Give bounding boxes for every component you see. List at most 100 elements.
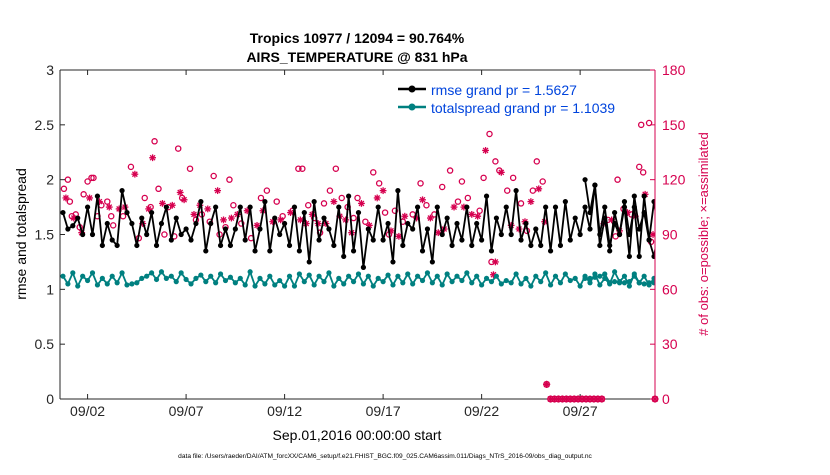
spread-point bbox=[523, 275, 529, 281]
rmse-point bbox=[631, 204, 637, 210]
y-right-tick-label: 90 bbox=[662, 227, 678, 243]
obs-possible-point bbox=[645, 119, 653, 127]
rmse-point bbox=[99, 242, 105, 249]
rmse-point bbox=[552, 204, 559, 210]
rmse-point bbox=[483, 193, 490, 199]
spread-point bbox=[538, 279, 544, 285]
spread-point bbox=[321, 279, 327, 285]
obs-assimilated-point bbox=[220, 216, 227, 224]
rmse-point bbox=[557, 242, 564, 249]
obs-possible-point bbox=[370, 169, 377, 176]
rmse-point bbox=[616, 231, 623, 238]
obs-possible-point bbox=[614, 176, 621, 183]
spread-point bbox=[296, 271, 302, 277]
obs-possible-point bbox=[639, 169, 647, 176]
obs-possible-point bbox=[417, 180, 424, 187]
obs-possible-point bbox=[458, 178, 466, 185]
rmse-point bbox=[213, 204, 219, 210]
rmse-point bbox=[262, 199, 268, 205]
rmse-point bbox=[80, 231, 86, 238]
spread-point bbox=[616, 280, 623, 286]
obs-possible-point bbox=[161, 231, 168, 238]
rmse-point bbox=[282, 220, 288, 227]
obs-assimilated-point bbox=[482, 147, 489, 154]
obs-assimilated-point bbox=[159, 200, 166, 207]
spread-point bbox=[119, 270, 125, 276]
obs-possible-point bbox=[304, 202, 312, 209]
rmse-point bbox=[109, 237, 115, 243]
obs-assimilated-point bbox=[474, 212, 482, 220]
spread-point bbox=[173, 279, 179, 285]
spread-point bbox=[612, 269, 618, 275]
rmse-point bbox=[350, 248, 357, 254]
rmse-point bbox=[65, 226, 71, 232]
rmse-point bbox=[119, 188, 125, 194]
rmse-point bbox=[765, 270, 770, 275]
rmse-point bbox=[612, 209, 618, 216]
spread-point bbox=[656, 280, 661, 285]
spread-point bbox=[493, 273, 499, 279]
rmse-point bbox=[365, 226, 371, 232]
rmse-point bbox=[395, 188, 401, 194]
obs-possible-point bbox=[492, 158, 499, 165]
obs-possible-point bbox=[509, 174, 517, 182]
spread-point bbox=[439, 282, 445, 288]
rmse-point bbox=[370, 237, 376, 243]
rmse-point bbox=[257, 226, 263, 232]
rmse-point bbox=[114, 242, 120, 249]
spread-point bbox=[656, 279, 661, 284]
rmse-point bbox=[355, 209, 362, 216]
obs-possible-point bbox=[109, 222, 117, 229]
spread-point bbox=[144, 273, 150, 279]
spread-point bbox=[198, 272, 204, 278]
rmse-point bbox=[306, 259, 312, 265]
x-axis-label: Sep.01,2016 00:00:00 start bbox=[273, 427, 442, 443]
rmse-point bbox=[518, 237, 524, 243]
obs-possible-point bbox=[238, 220, 245, 227]
spread-point bbox=[567, 277, 573, 284]
legend-box bbox=[393, 79, 649, 117]
chart-title-line2: AIRS_TEMPERATURE @ 831 hPa bbox=[246, 49, 467, 65]
spread-point bbox=[114, 280, 120, 286]
spread-point bbox=[222, 277, 229, 284]
rmse-point bbox=[626, 253, 632, 260]
spread-point bbox=[168, 273, 174, 279]
rmse-point bbox=[755, 248, 760, 253]
y-right-tick-label: 0 bbox=[662, 391, 670, 407]
obs-possible-point bbox=[263, 187, 271, 194]
obs-assimilated-point bbox=[379, 187, 387, 195]
spread-point bbox=[331, 283, 337, 289]
rmse-point bbox=[597, 242, 603, 249]
rmse-point bbox=[410, 226, 416, 232]
rmse-point bbox=[711, 243, 716, 248]
spread-point bbox=[75, 283, 81, 289]
rmse-point bbox=[390, 259, 396, 265]
spread-point bbox=[631, 273, 637, 279]
spread-point bbox=[582, 275, 588, 281]
obs-possible-point bbox=[186, 165, 194, 172]
rmse-point bbox=[424, 226, 431, 232]
spread-point bbox=[715, 285, 720, 290]
rmse-point bbox=[538, 242, 544, 249]
spread-point bbox=[799, 274, 804, 279]
rmse-point bbox=[503, 204, 509, 210]
rmse-point bbox=[173, 215, 179, 221]
spread-point bbox=[587, 280, 593, 286]
rmse-point bbox=[750, 232, 755, 237]
rmse-point bbox=[272, 215, 278, 221]
spread-point bbox=[424, 270, 431, 276]
spread-point bbox=[139, 275, 145, 281]
obs-possible-point bbox=[295, 165, 302, 172]
x-tick-label: 09/22 bbox=[464, 403, 499, 419]
rmse-point bbox=[656, 226, 661, 231]
spread-point bbox=[587, 275, 593, 281]
spread-point bbox=[158, 269, 165, 275]
spread-point bbox=[775, 285, 780, 290]
rmse-point bbox=[198, 199, 204, 205]
spread-point bbox=[188, 281, 194, 287]
spread-point bbox=[99, 275, 105, 281]
rmse-point bbox=[331, 242, 337, 249]
obs-possible-point bbox=[533, 158, 541, 165]
